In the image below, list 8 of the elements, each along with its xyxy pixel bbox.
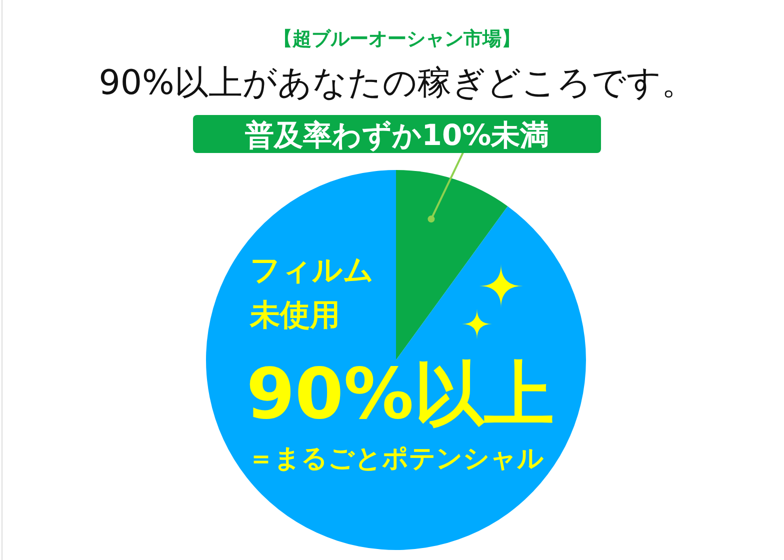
slice-label: フィルム未使用 [249,253,374,333]
text: ＝まるごとポテンシャル [248,444,544,474]
pie-slice [396,170,508,360]
pie-slice [206,170,586,550]
chart-title: 【超ブルーオーシャン市場】 [274,28,520,50]
chart-subtitle: 90%以上があなたの稼ぎどころです。 [98,63,696,103]
data-label: 90%以上 [246,353,554,435]
slice-label: 普及率わずか10%未満 [244,118,550,152]
